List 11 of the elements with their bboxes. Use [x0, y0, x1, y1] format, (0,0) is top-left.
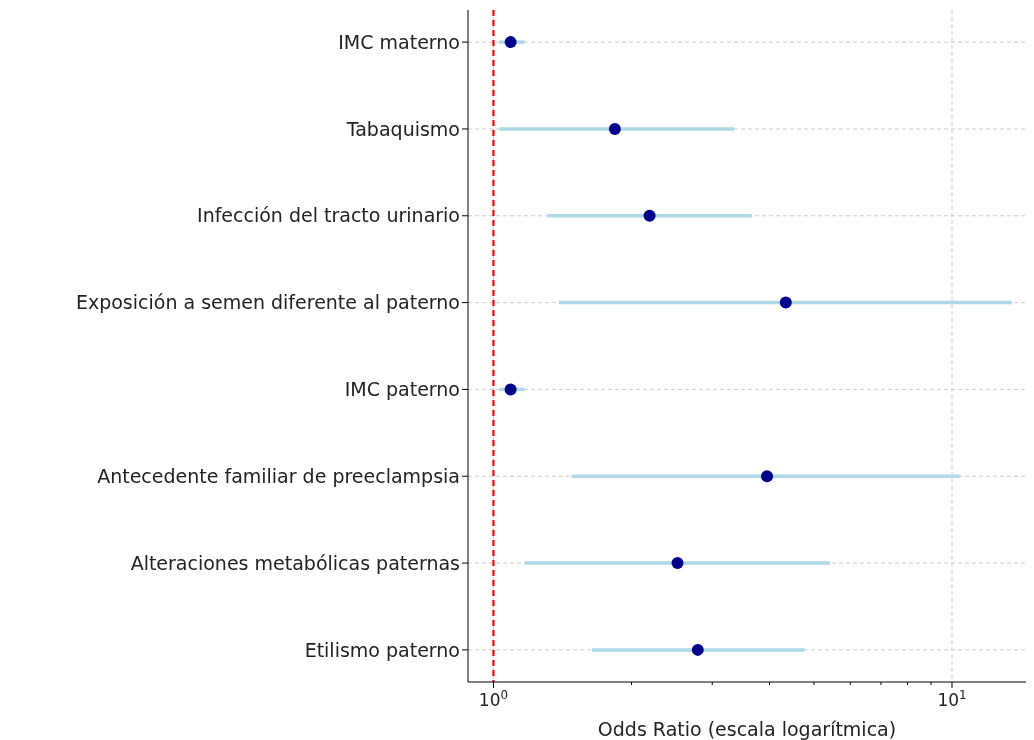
- y-tick-label: Tabaquismo: [345, 117, 460, 140]
- y-tick-label: Alteraciones metabólicas paternas: [130, 551, 460, 574]
- y-tick-label: Etilismo paterno: [304, 638, 460, 661]
- y-tick-label: IMC materno: [338, 30, 460, 53]
- y-tick-label: Antecedente familiar de preeclampsia: [97, 464, 460, 487]
- y-tick-label: IMC paterno: [344, 378, 460, 401]
- y-tick-label: Exposición a semen diferente al paterno: [75, 291, 460, 314]
- x-tick-label: 10$^{1}$: [937, 688, 967, 710]
- y-tick-label: Infección del tracto urinario: [197, 204, 460, 227]
- x-tick-label: 10$^{0}$: [478, 688, 509, 710]
- x-axis-title: Odds Ratio (escala logarítmica): [597, 718, 897, 740]
